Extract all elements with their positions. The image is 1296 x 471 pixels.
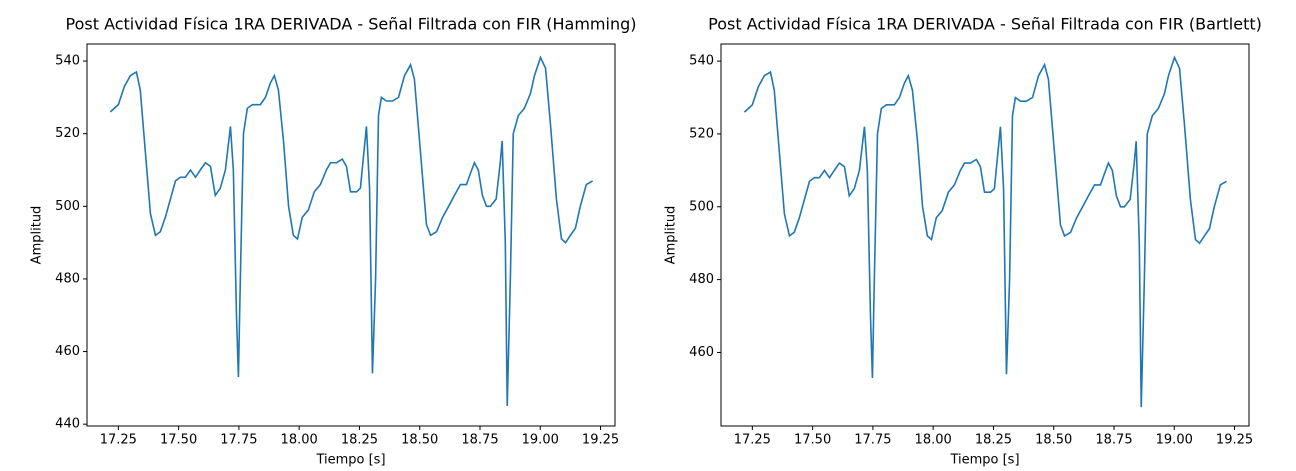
x-tick-label: 18.75 — [461, 433, 498, 448]
x-tick-label: 17.75 — [854, 433, 891, 448]
y-tick-label: 500 — [55, 199, 80, 214]
signal-line — [109, 55, 593, 407]
x-tick-label: 17.50 — [160, 433, 197, 448]
x-tick-label: 18.50 — [1035, 433, 1072, 448]
plot-frame — [720, 43, 1250, 427]
x-tick-label: 19.25 — [1216, 433, 1253, 448]
y-tick-label: 540 — [55, 54, 80, 69]
y-tick-label: 460 — [55, 344, 80, 359]
x-tick-label: 19.00 — [522, 433, 559, 448]
x-tick-label: 18.00 — [281, 433, 318, 448]
y-tick-label: 460 — [689, 345, 714, 360]
chart-title: Post Actividad Física 1RA DERIVADA - Señ… — [708, 15, 1262, 34]
x-tick-label: 18.75 — [1095, 433, 1132, 448]
y-axis-label: Amplitud — [30, 206, 45, 265]
x-tick-label: 19.00 — [1156, 433, 1193, 448]
x-tick-label: 19.25 — [582, 433, 619, 448]
y-axis-label: Amplitud — [664, 206, 679, 265]
y-tick-label: 500 — [689, 199, 714, 214]
x-tick-label: 17.75 — [220, 433, 257, 448]
x-tick-label: 18.25 — [975, 433, 1012, 448]
chart-title: Post Actividad Física 1RA DERIVADA - Señ… — [66, 15, 637, 34]
y-tick-label: 440 — [55, 417, 80, 432]
x-tick-label: 18.25 — [341, 433, 378, 448]
x-axis-label: Tiempo [s] — [949, 453, 1019, 468]
signal-line — [743, 55, 1227, 408]
x-tick-label: 17.50 — [794, 433, 831, 448]
y-tick-label: 480 — [689, 272, 714, 287]
x-tick-label: 17.25 — [734, 433, 771, 448]
x-axis-label: Tiempo [s] — [315, 453, 385, 468]
y-tick-label: 520 — [55, 126, 80, 141]
x-tick-label: 18.00 — [915, 433, 952, 448]
y-tick-label: 480 — [55, 271, 80, 286]
y-tick-label: 540 — [689, 54, 714, 69]
y-tick-label: 520 — [689, 126, 714, 141]
plot-frame — [86, 43, 616, 427]
x-tick-label: 18.50 — [401, 433, 438, 448]
x-tick-label: 17.25 — [100, 433, 137, 448]
